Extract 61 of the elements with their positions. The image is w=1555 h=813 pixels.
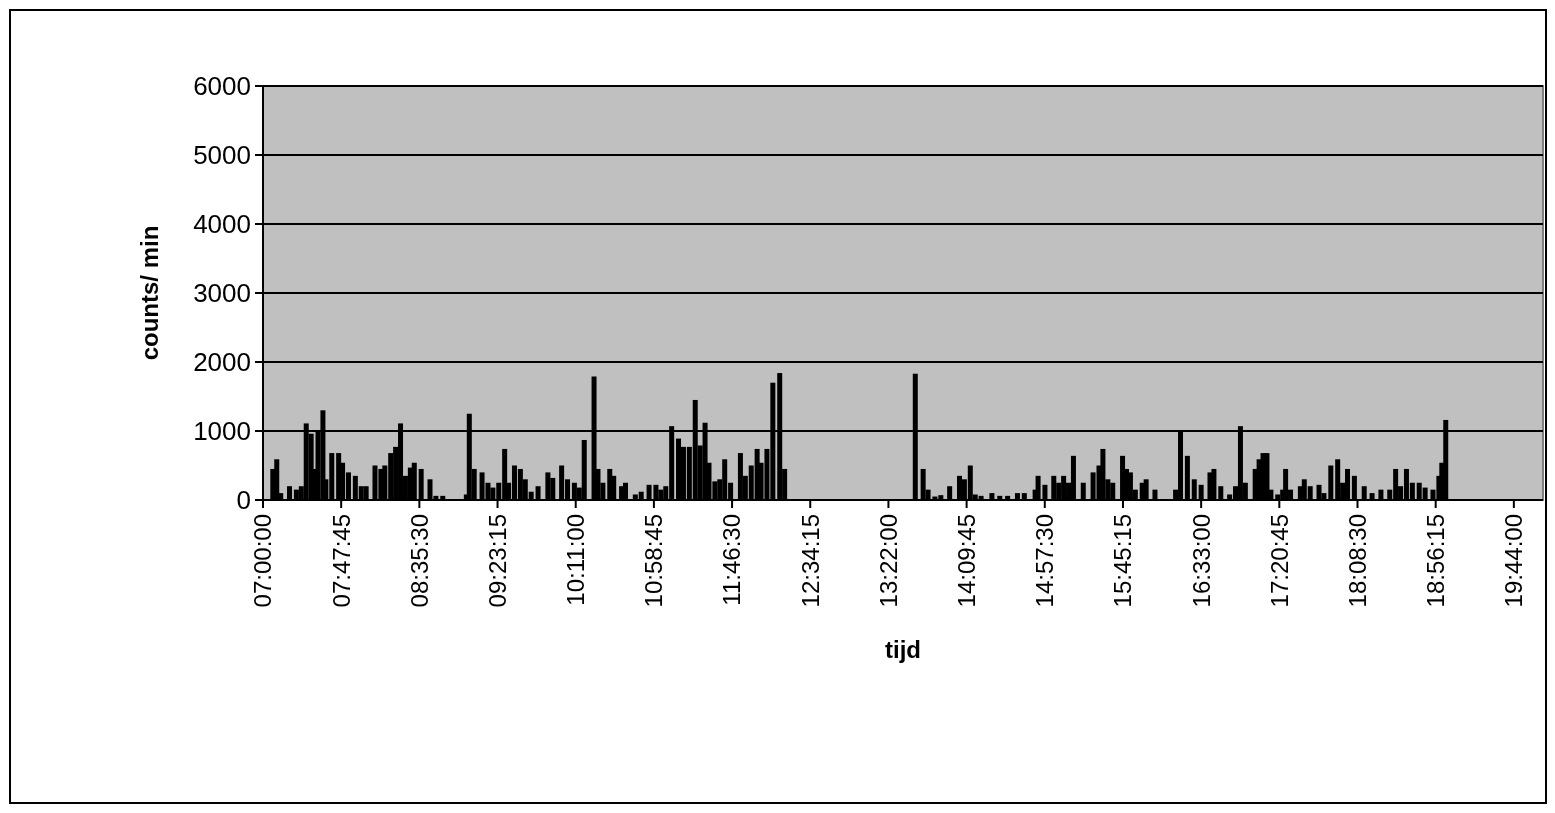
bar	[1211, 468, 1217, 500]
bar	[581, 439, 587, 500]
bar	[622, 482, 628, 500]
bar	[372, 465, 378, 500]
bar	[545, 472, 551, 500]
x-tick-label: 18:08:30	[1343, 514, 1371, 608]
bar	[1080, 482, 1086, 500]
bar	[1143, 479, 1149, 500]
bar	[1369, 493, 1375, 500]
y-tick-label: 4000	[193, 209, 251, 240]
x-tick-label: 16:33:00	[1187, 514, 1215, 608]
bar	[1191, 479, 1197, 500]
bar	[1283, 468, 1289, 500]
bar	[1184, 455, 1190, 500]
x-axis-title: tijd	[885, 636, 921, 663]
y-tick-label: 6000	[193, 71, 251, 102]
bar	[535, 486, 541, 500]
x-tick-label: 08:35:30	[405, 514, 433, 608]
bar	[1152, 489, 1158, 500]
bar	[676, 438, 682, 500]
bar	[440, 495, 446, 500]
bar	[411, 462, 417, 500]
x-tick-label: 10:58:45	[640, 514, 668, 608]
x-tick-label: 14:09:45	[953, 514, 981, 608]
x-tick-label: 11:46:30	[718, 514, 746, 606]
x-tick-label: 14:57:30	[1031, 514, 1059, 608]
bar	[1051, 475, 1057, 500]
x-tick-label: 12:34:15	[796, 514, 824, 608]
bar	[989, 493, 995, 500]
bar	[1070, 455, 1076, 500]
x-tick-label: 07:00:00	[249, 514, 277, 608]
x-tick-label: 19:44:00	[1500, 514, 1528, 608]
bar	[1328, 465, 1334, 500]
bar	[997, 495, 1003, 500]
bar	[1100, 448, 1106, 500]
x-tick-label: 15:45:15	[1109, 514, 1137, 608]
y-tick-label: 5000	[193, 140, 251, 171]
bar	[1021, 493, 1027, 500]
bar	[1335, 459, 1341, 500]
x-tick-label: 07:47:45	[327, 514, 355, 608]
x-tick-label: 09:23:15	[483, 514, 511, 608]
y-tick-label: 0	[236, 485, 251, 516]
x-tick-label: 13:22:00	[874, 514, 902, 608]
bar	[947, 486, 953, 500]
x-tick-label: 18:56:15	[1422, 514, 1450, 608]
bar	[1005, 495, 1011, 500]
y-tick-label: 2000	[193, 347, 251, 378]
bar	[1378, 489, 1384, 500]
x-tick-label: 10:11:00	[562, 514, 590, 606]
bar	[1218, 486, 1224, 500]
x-tick-label: 17:20:45	[1265, 514, 1293, 608]
bar	[1351, 475, 1357, 500]
bar	[274, 459, 280, 500]
bar	[363, 486, 369, 500]
bar	[287, 486, 293, 500]
y-tick-label: 3000	[193, 278, 251, 309]
y-tick-label: 1000	[193, 416, 251, 447]
y-axis-title: counts/ min	[136, 225, 163, 361]
bar	[1014, 493, 1020, 500]
bar	[1361, 486, 1367, 500]
bar	[1264, 453, 1270, 500]
